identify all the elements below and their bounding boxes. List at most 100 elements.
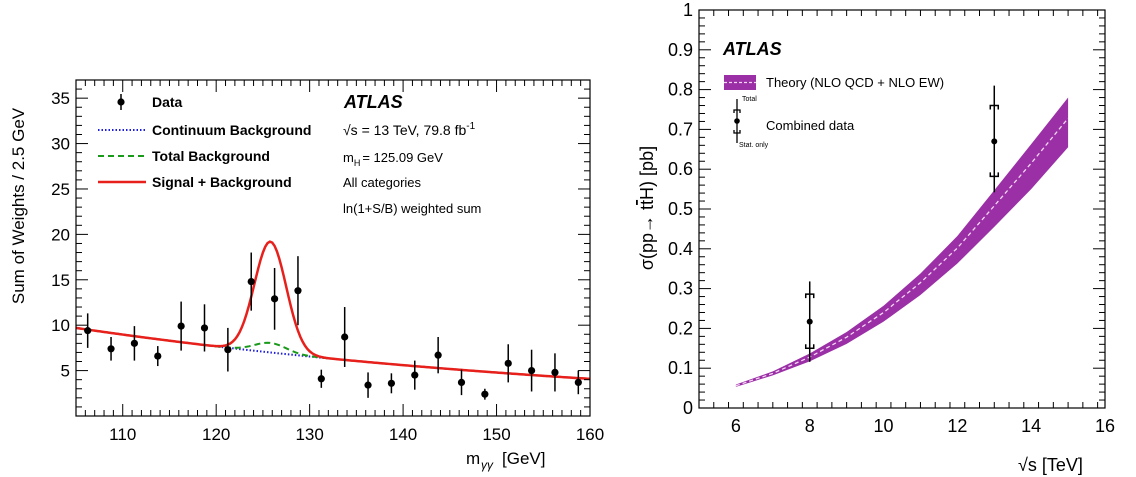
left-annotations: ATLAS √s = 13 TeV, 79.8 fb-1 mH = 125.09 … bbox=[343, 92, 481, 216]
data-point bbox=[387, 379, 396, 387]
data-stat-error-bracket bbox=[804, 293, 815, 299]
data-point bbox=[551, 368, 559, 377]
x-tick-label: 16 bbox=[1095, 416, 1115, 436]
legend-signal-label: Signal + Background bbox=[152, 174, 292, 190]
left-weighting-annotation: ln(1+S/B) weighted sum bbox=[343, 201, 481, 216]
legend-data-marker bbox=[117, 94, 125, 110]
y-tick-label: 0.4 bbox=[668, 239, 693, 259]
y-tick-label: 0.1 bbox=[668, 358, 693, 378]
data-point bbox=[154, 352, 162, 360]
data-point bbox=[806, 318, 813, 325]
legend-data-point bbox=[734, 118, 740, 124]
data-point bbox=[434, 351, 442, 359]
left-x-axis-title-prefix: m bbox=[466, 449, 480, 468]
data-stat-error-bracket bbox=[804, 344, 815, 350]
right-axis-ticks: 6 8 10 12 14 16 0 0.1 0.2 0.3 0.4 0.5 0.6 0.7 0.8 0.9 1 bbox=[668, 0, 1115, 436]
x-tick-label: 160 bbox=[576, 425, 604, 444]
legend-data-point bbox=[117, 98, 125, 106]
y-tick-label: 0.8 bbox=[668, 80, 693, 100]
data-point bbox=[247, 278, 255, 286]
right-y-axis-title: σ(pp→ ttH) [pb] bbox=[637, 146, 657, 270]
data-point bbox=[177, 322, 185, 330]
left-plot-elements bbox=[75, 240, 591, 400]
data-point bbox=[341, 333, 349, 341]
legend-data-label: Data bbox=[152, 94, 183, 110]
x-tick-label: 12 bbox=[947, 416, 967, 436]
data-point bbox=[107, 345, 115, 353]
x-tick-label: 14 bbox=[1021, 416, 1041, 436]
data-point bbox=[991, 138, 998, 145]
left-axis-ticks: 110 120 130 140 150 160 5 10 15 20 25 30 35 bbox=[51, 80, 604, 444]
signal-plus-background-curve bbox=[75, 240, 591, 381]
data-stat-error-bracket bbox=[989, 104, 1000, 110]
data-point bbox=[364, 381, 372, 389]
y-tick-label: 30 bbox=[51, 135, 70, 154]
x-tick-label: 8 bbox=[805, 416, 815, 436]
data-point bbox=[84, 327, 92, 335]
data-point bbox=[130, 339, 139, 347]
right-plot-elements bbox=[735, 85, 1069, 387]
legend-stat-bracket-top bbox=[733, 109, 741, 113]
y-tick-label: 5 bbox=[61, 362, 70, 381]
data-point bbox=[294, 287, 302, 295]
left-plot-frame bbox=[75, 79, 591, 417]
left-x-axis-title-unit: [GeV] bbox=[502, 449, 545, 468]
left-mass-annotation: mH = 125.09 GeV bbox=[343, 150, 443, 168]
legend-combined-label: Combined data bbox=[766, 118, 855, 133]
x-tick-label: 150 bbox=[482, 425, 510, 444]
y-tick-label: 0.2 bbox=[668, 318, 693, 338]
legend-combined-marker bbox=[733, 99, 741, 143]
total-background-curve bbox=[75, 326, 591, 380]
data-point bbox=[411, 371, 419, 379]
data-point bbox=[224, 346, 232, 354]
y-tick-label: 20 bbox=[51, 225, 70, 244]
legend-stat-err-label: Stat. only bbox=[739, 142, 769, 149]
legend-total-err-label: Total bbox=[742, 96, 757, 103]
data-point bbox=[574, 378, 582, 386]
data-point bbox=[270, 295, 279, 303]
right-plot-frame bbox=[698, 9, 1106, 409]
continuum-background-curve bbox=[75, 326, 591, 380]
left-legend: Data Continuum Background Total Backgrou… bbox=[98, 94, 311, 190]
y-tick-label: 15 bbox=[51, 271, 70, 290]
x-tick-label: 10 bbox=[874, 416, 894, 436]
data-point bbox=[317, 375, 325, 383]
right-legend: ATLAS Theory (NLO QCD + NLO EW) Total Co… bbox=[722, 39, 944, 149]
y-tick-label: 0.9 bbox=[668, 40, 693, 60]
y-tick-label: 0.3 bbox=[668, 279, 693, 299]
x-tick-label: 120 bbox=[202, 425, 230, 444]
legend-total-label: Total Background bbox=[152, 148, 270, 164]
left-atlas-label: ATLAS bbox=[343, 92, 403, 112]
legend-stat-bracket-bottom bbox=[733, 130, 741, 134]
right-atlas-label: ATLAS bbox=[722, 39, 782, 59]
right-x-axis-title: √s [TeV] bbox=[1018, 455, 1083, 475]
y-tick-label: 35 bbox=[51, 89, 70, 108]
x-tick-label: 110 bbox=[109, 425, 136, 444]
x-tick-label: 6 bbox=[731, 416, 741, 436]
data-point bbox=[481, 390, 489, 398]
right-chart: 6 8 10 12 14 1600.10.20.30.40.50.60.70.80.91 … bbox=[637, 0, 1115, 475]
y-tick-label: 0 bbox=[683, 398, 693, 418]
left-chart: 110 120 130 140 150 160 5 10 15 20 25 30 35 Sum of W… bbox=[9, 79, 604, 472]
x-tick-label: 130 bbox=[295, 425, 323, 444]
data-point bbox=[457, 378, 466, 386]
left-energy-annotation: √s = 13 TeV, 79.8 fb-1 bbox=[343, 121, 476, 138]
data-point bbox=[200, 324, 209, 332]
left-y-axis-title: Sum of Weights / 2.5 GeV bbox=[9, 107, 28, 304]
y-tick-label: 25 bbox=[51, 180, 70, 199]
y-tick-label: 10 bbox=[51, 316, 70, 335]
legend-continuum-label: Continuum Background bbox=[152, 122, 311, 138]
y-tick-label: 1 bbox=[683, 0, 693, 20]
y-tick-label: 0.6 bbox=[668, 159, 693, 179]
data-stat-error-bracket bbox=[989, 172, 1000, 178]
legend-theory-label: Theory (NLO QCD + NLO EW) bbox=[766, 75, 944, 90]
theory-central-curve bbox=[735, 117, 1069, 387]
left-x-axis-title-sub: γγ bbox=[481, 458, 494, 472]
theory-band bbox=[735, 97, 1069, 387]
y-tick-label: 0.7 bbox=[668, 119, 693, 139]
data-point bbox=[527, 366, 536, 375]
left-categories-annotation: All categories bbox=[343, 175, 422, 190]
x-tick-label: 140 bbox=[389, 425, 417, 444]
y-tick-label: 0.5 bbox=[668, 199, 693, 219]
